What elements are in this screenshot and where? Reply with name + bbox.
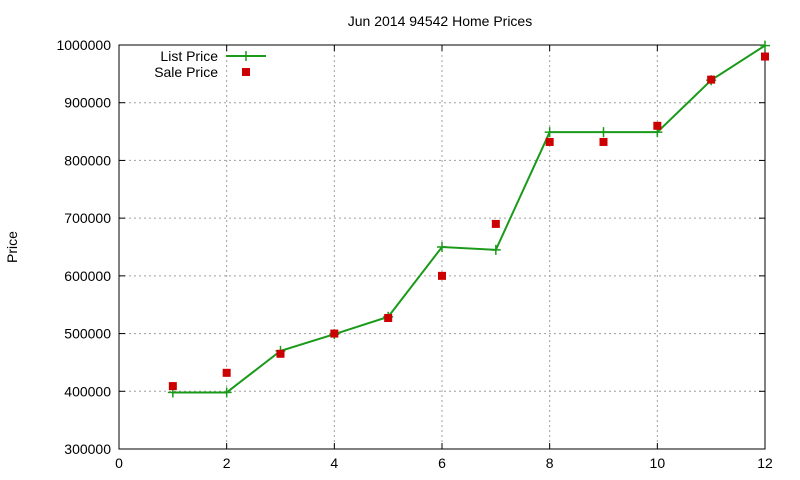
list-price-point <box>490 244 501 255</box>
y-tick-label: 800000 <box>64 152 111 168</box>
series-line-list-price <box>172 44 766 394</box>
y-tick-label: 700000 <box>64 210 111 226</box>
tick-labels: 300000 400000 500000 600000 700000 800000 9000… <box>56 37 773 471</box>
legend-plus-marker <box>241 51 251 61</box>
list-price-point <box>544 127 555 138</box>
sale-price-point <box>384 313 393 322</box>
y-axis-label: Price <box>4 231 20 263</box>
sale-price-point <box>653 121 662 130</box>
legend-square-marker <box>242 68 250 76</box>
sale-price-point <box>276 349 285 358</box>
y-tick-label: 600000 <box>64 268 111 284</box>
x-tick-label: 6 <box>438 455 446 471</box>
y-tick-label: 400000 <box>64 383 111 399</box>
x-tick-label: 8 <box>546 455 554 471</box>
sale-price-point <box>599 137 608 146</box>
y-tick-label: 500000 <box>64 326 111 342</box>
list-price-point <box>437 242 447 252</box>
list-price-point <box>760 40 770 51</box>
axes <box>118 44 766 450</box>
sale-price-point <box>330 329 339 338</box>
x-tick-label: 12 <box>757 455 773 471</box>
y-tick-label: 300000 <box>64 441 111 457</box>
legend-label: List Price <box>160 48 218 64</box>
x-tick-label: 0 <box>115 455 123 471</box>
y-tick-label: 900000 <box>64 95 111 111</box>
sale-price-point <box>707 75 716 84</box>
legend-label: Sale Price <box>154 64 218 80</box>
list-price-point <box>221 387 232 398</box>
y-tick-label: 1000000 <box>56 37 111 53</box>
sale-price-point <box>545 137 554 146</box>
sale-price-point <box>168 382 177 391</box>
list-price-point <box>598 127 609 138</box>
sale-price-point <box>491 219 500 228</box>
sale-price-point <box>438 271 446 280</box>
x-tick-label: 4 <box>330 455 338 471</box>
x-tick-label: 2 <box>223 455 231 471</box>
series-marks <box>167 40 770 398</box>
sale-price-point <box>222 368 231 377</box>
sale-price-point <box>761 52 769 61</box>
x-tick-label: 10 <box>650 455 666 471</box>
chart-title: Jun 2014 94542 Home Prices <box>348 13 532 29</box>
